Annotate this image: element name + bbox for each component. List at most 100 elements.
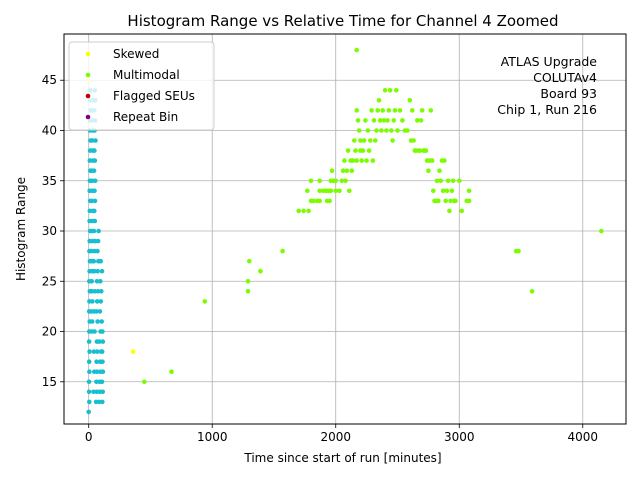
y-tick-label: 30 xyxy=(42,224,57,238)
data-point xyxy=(395,128,400,133)
data-point xyxy=(86,409,91,415)
y-tick-label: 40 xyxy=(42,123,57,137)
legend-marker xyxy=(85,114,91,120)
data-point xyxy=(327,198,332,204)
data-point xyxy=(92,148,97,153)
data-point xyxy=(91,228,97,234)
data-point xyxy=(306,208,311,214)
chart-title: Histogram Range vs Relative Time for Cha… xyxy=(127,12,558,30)
data-point xyxy=(95,319,100,324)
data-point xyxy=(333,188,339,194)
data-point xyxy=(92,208,97,214)
data-point xyxy=(99,349,105,354)
data-point xyxy=(99,379,105,385)
legend-marker xyxy=(85,72,91,78)
data-point xyxy=(92,218,98,224)
data-point xyxy=(450,178,456,184)
annotation-line: COLUTAv4 xyxy=(533,70,597,85)
data-point xyxy=(142,379,147,385)
data-point xyxy=(100,399,105,405)
data-point xyxy=(381,118,387,123)
data-point xyxy=(94,309,99,314)
data-point xyxy=(258,268,263,274)
data-point xyxy=(100,339,106,344)
annotation-line: Board 93 xyxy=(540,86,597,101)
data-point xyxy=(387,88,393,93)
legend-label: Multimodal xyxy=(113,68,180,82)
data-point xyxy=(95,248,100,254)
data-point xyxy=(169,369,174,375)
data-point xyxy=(89,319,95,324)
data-point xyxy=(95,268,100,274)
data-point xyxy=(86,379,92,385)
data-point xyxy=(392,108,398,113)
data-point xyxy=(92,178,98,184)
data-point xyxy=(376,98,382,103)
data-point xyxy=(457,178,462,184)
data-point xyxy=(92,329,97,334)
data-point xyxy=(382,88,388,93)
data-point xyxy=(400,118,405,123)
data-point xyxy=(369,108,374,113)
y-tick-label: 45 xyxy=(42,73,57,87)
y-tick-label: 20 xyxy=(42,325,57,339)
data-point xyxy=(419,108,425,113)
data-point xyxy=(247,258,252,264)
data-point xyxy=(449,188,455,194)
data-point xyxy=(354,47,360,53)
data-point xyxy=(91,349,97,354)
data-point xyxy=(301,208,306,214)
data-point xyxy=(96,228,101,234)
y-tick-label: 35 xyxy=(42,174,57,188)
data-point xyxy=(438,178,444,184)
data-point xyxy=(340,168,346,173)
data-point xyxy=(296,208,302,214)
data-point xyxy=(91,258,97,264)
data-point xyxy=(429,158,435,163)
data-point xyxy=(368,138,373,143)
data-point xyxy=(245,289,251,294)
data-point xyxy=(87,369,92,375)
data-point xyxy=(426,168,431,173)
data-point xyxy=(442,158,447,163)
data-point xyxy=(371,118,377,123)
data-point xyxy=(93,138,98,143)
data-point xyxy=(354,158,360,163)
data-point xyxy=(599,228,604,234)
data-point xyxy=(466,198,472,204)
data-point xyxy=(379,128,384,133)
data-point xyxy=(95,289,101,294)
legend: Skewed Multimodal Flagged SEUs Repeat Bin xyxy=(68,41,215,131)
data-point xyxy=(437,168,442,173)
data-point xyxy=(459,208,465,214)
data-point xyxy=(384,128,389,133)
data-point xyxy=(311,198,316,204)
legend-label: Skewed xyxy=(113,47,159,61)
data-point xyxy=(329,168,335,173)
data-point xyxy=(92,158,98,163)
data-point xyxy=(364,158,369,163)
data-point xyxy=(100,369,106,375)
y-axis-ticks: 15 20 25 30 35 40 45 xyxy=(42,73,64,389)
data-point xyxy=(91,168,97,173)
data-point xyxy=(347,188,352,194)
legend-box xyxy=(68,41,215,131)
data-point xyxy=(453,198,458,204)
data-point xyxy=(360,148,366,153)
legend-marker xyxy=(85,51,91,57)
data-point xyxy=(99,289,104,294)
data-point xyxy=(405,128,410,133)
data-point xyxy=(94,379,99,385)
legend-marker xyxy=(85,93,91,99)
data-point xyxy=(365,128,371,133)
data-point xyxy=(355,118,361,123)
data-point xyxy=(356,128,362,133)
data-point xyxy=(92,268,97,274)
data-point xyxy=(280,248,285,254)
data-point xyxy=(344,168,350,173)
data-point xyxy=(202,299,208,304)
data-point xyxy=(94,279,100,284)
data-point xyxy=(353,148,358,153)
